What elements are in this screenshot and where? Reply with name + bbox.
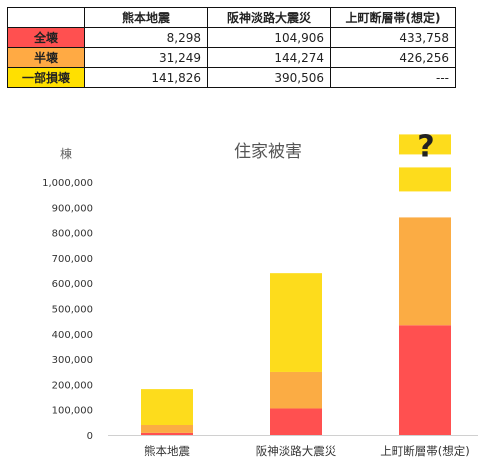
- bar-stacks: ?: [141, 130, 451, 435]
- table-cell: 144,274: [207, 47, 331, 68]
- table-cell: 433,758: [330, 27, 456, 48]
- y-tick-label: 400,000: [52, 330, 93, 341]
- table-cell: 390,506: [207, 67, 331, 88]
- y-tick-label: 0: [87, 431, 93, 442]
- table-row: 一部損壊 141,826 390,506 ---: [7, 67, 456, 88]
- table-corner-cell: [7, 7, 85, 28]
- bar-segment: [270, 408, 322, 435]
- y-tick-label: 200,000: [52, 380, 93, 391]
- table-cell: 426,256: [330, 47, 456, 68]
- x-category-label: 熊本地震: [144, 444, 190, 458]
- y-tick-label: 300,000: [52, 355, 93, 366]
- table-cell: 104,906: [207, 27, 331, 48]
- y-tick-label: 500,000: [52, 305, 93, 316]
- table-cell: 8,298: [84, 27, 208, 48]
- x-category-label: 上町断層帯(想定): [380, 444, 469, 458]
- y-tick-label: 700,000: [52, 254, 93, 265]
- x-axis-categories: 熊本地震 阪神淡路大震災 上町断層帯(想定): [144, 444, 470, 458]
- y-tick-label: 900,000: [52, 203, 93, 214]
- table-cell: 141,826: [84, 67, 208, 88]
- y-axis-ticks: 0 100,000 200,000 300,000 400,000 500,000 600,…: [42, 178, 93, 442]
- bar-segment-unknown: [399, 134, 451, 155]
- y-tick-label: 600,000: [52, 279, 93, 290]
- row-label-partial-damage: 一部損壊: [7, 67, 85, 88]
- table-row: 全壊 8,298 104,906 433,758: [7, 27, 456, 48]
- table-cell: ---: [330, 67, 456, 88]
- table-cell: 31,249: [84, 47, 208, 68]
- unknown-value-marker: ?: [417, 130, 434, 164]
- x-category-label: 阪神淡路大震災: [256, 444, 337, 458]
- bar-segment: [399, 217, 451, 326]
- chart-title: 住家被害: [234, 142, 302, 162]
- bar-segment: [270, 371, 322, 409]
- bar-segment: [141, 432, 193, 435]
- bar-segment-unknown: [399, 167, 451, 192]
- bar-segment: [399, 325, 451, 435]
- table-header-kumamoto: 熊本地震: [84, 7, 208, 28]
- bar-segment: [270, 273, 322, 372]
- y-tick-label: 100,000: [52, 406, 93, 417]
- row-label-total-collapse: 全壊: [7, 27, 85, 48]
- y-tick-label: 800,000: [52, 229, 93, 240]
- row-label-half-collapse: 半壊: [7, 47, 85, 68]
- table-row: 半壊 31,249 144,274 426,256: [7, 47, 456, 68]
- table-header-hanshin: 阪神淡路大震災: [207, 7, 331, 28]
- table-header-row: 熊本地震 阪神淡路大震災 上町断層帯(想定): [7, 7, 456, 28]
- table-header-uemachi: 上町断層帯(想定): [330, 7, 456, 28]
- bar-segment: [141, 389, 193, 425]
- bar-segment: [141, 424, 193, 433]
- y-tick-label: 1,000,000: [42, 178, 93, 189]
- y-axis-unit-label: 棟: [60, 146, 72, 161]
- damage-table: 熊本地震 阪神淡路大震災 上町断層帯(想定) 全壊 8,298 104,906 …: [7, 7, 456, 88]
- housing-damage-chart: 棟 住家被害 0 100,000 200,000 300,000 400,000 500,…: [42, 130, 478, 458]
